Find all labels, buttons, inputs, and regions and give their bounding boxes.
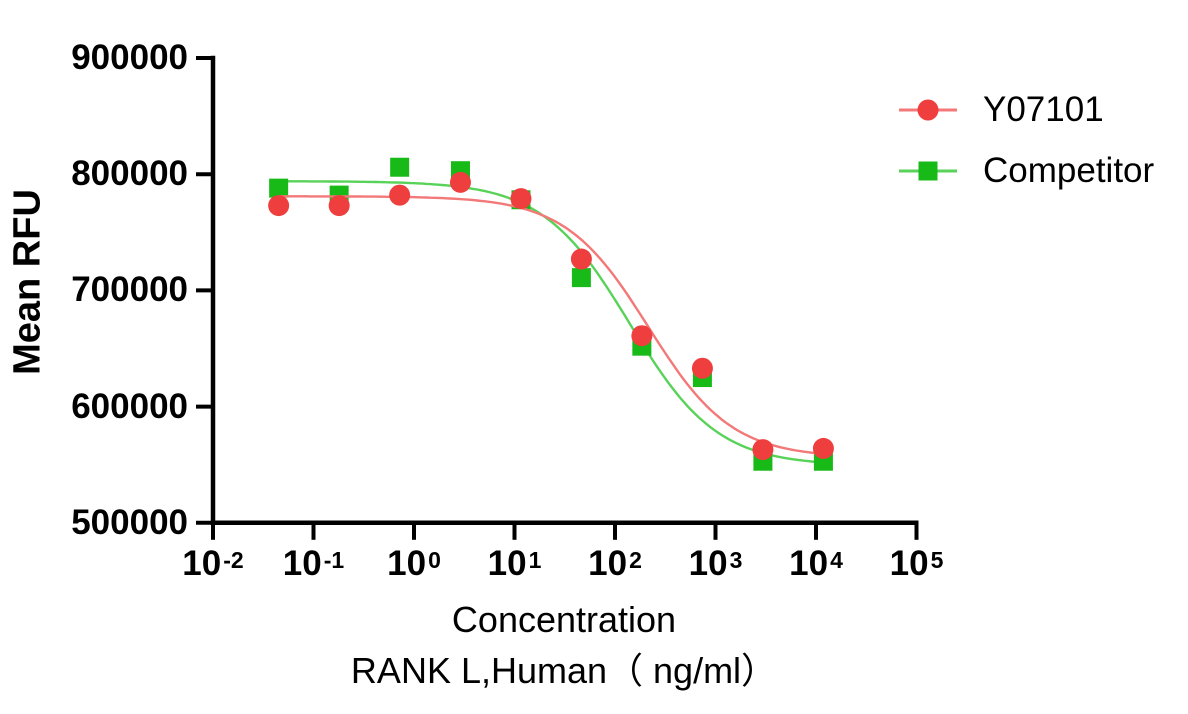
legend-label: Y07101: [983, 90, 1104, 129]
data-point-y07101: [752, 439, 774, 461]
x-tick-base: 10: [387, 544, 427, 583]
x-tick-exponent: 3: [729, 547, 743, 573]
x-tick-exponent: 1: [528, 547, 542, 573]
x-tick-label: 101: [488, 546, 542, 581]
x-tick-exponent: 2: [629, 547, 642, 573]
data-point-y07101: [570, 248, 592, 270]
legend-label: Competitor: [983, 151, 1155, 190]
x-tick-label: 105: [890, 546, 944, 581]
x-tick-label: 10-1: [283, 546, 344, 581]
x-tick-exponent: 5: [930, 547, 944, 573]
data-point-y07101: [812, 437, 834, 459]
x-axis-title-line2: RANK L,Human（ ng/ml）: [350, 650, 778, 691]
data-point-y07101: [328, 195, 350, 217]
x-tick-exponent: 4: [830, 547, 843, 573]
x-tick-base: 10: [889, 544, 929, 583]
x-tick-base: 10: [182, 544, 222, 583]
x-tick-label: 102: [588, 546, 642, 581]
x-tick-exponent: 0: [428, 547, 441, 573]
y-axis-title: Mean RFU: [6, 189, 49, 375]
x-axis-title-line1: Concentration: [451, 599, 677, 640]
data-point-competitor: [571, 268, 591, 288]
data-point-y07101: [389, 184, 411, 206]
y-tick-label: 800000: [71, 154, 188, 194]
data-point-competitor: [390, 157, 410, 177]
data-point-y07101: [268, 195, 290, 217]
data-point-competitor: [269, 178, 289, 198]
x-tick-base: 10: [688, 544, 728, 583]
x-tick-base: 10: [789, 544, 829, 583]
y-tick-label: 500000: [71, 502, 188, 542]
fit-curve-y07101: [278, 195, 824, 456]
x-tick-exponent: -1: [323, 547, 345, 573]
x-tick-base: 10: [282, 544, 322, 583]
legend-item-y07101: Y07101: [899, 90, 1154, 129]
data-point-y07101: [631, 325, 653, 347]
legend-circle-marker-icon: [899, 99, 957, 121]
x-tick-label: 100: [387, 546, 441, 581]
x-tick-label: 10-2: [182, 546, 243, 581]
y-tick-label: 900000: [71, 38, 188, 77]
fit-curve-competitor: [278, 180, 824, 464]
data-point-y07101: [449, 171, 471, 193]
x-tick-base: 10: [588, 544, 628, 583]
x-tick-label: 103: [689, 546, 743, 581]
data-point-y07101: [691, 357, 713, 379]
x-tick-base: 10: [487, 544, 527, 583]
y-tick-label: 600000: [71, 386, 188, 426]
data-point-y07101: [510, 188, 532, 210]
x-tick-exponent: -2: [223, 547, 244, 573]
legend-square-marker-icon: [899, 161, 957, 181]
x-tick-label: 104: [789, 546, 843, 581]
legend: Y07101 Competitor: [899, 90, 1154, 218]
legend-item-competitor: Competitor: [899, 151, 1154, 190]
y-tick-label: 700000: [71, 270, 188, 310]
